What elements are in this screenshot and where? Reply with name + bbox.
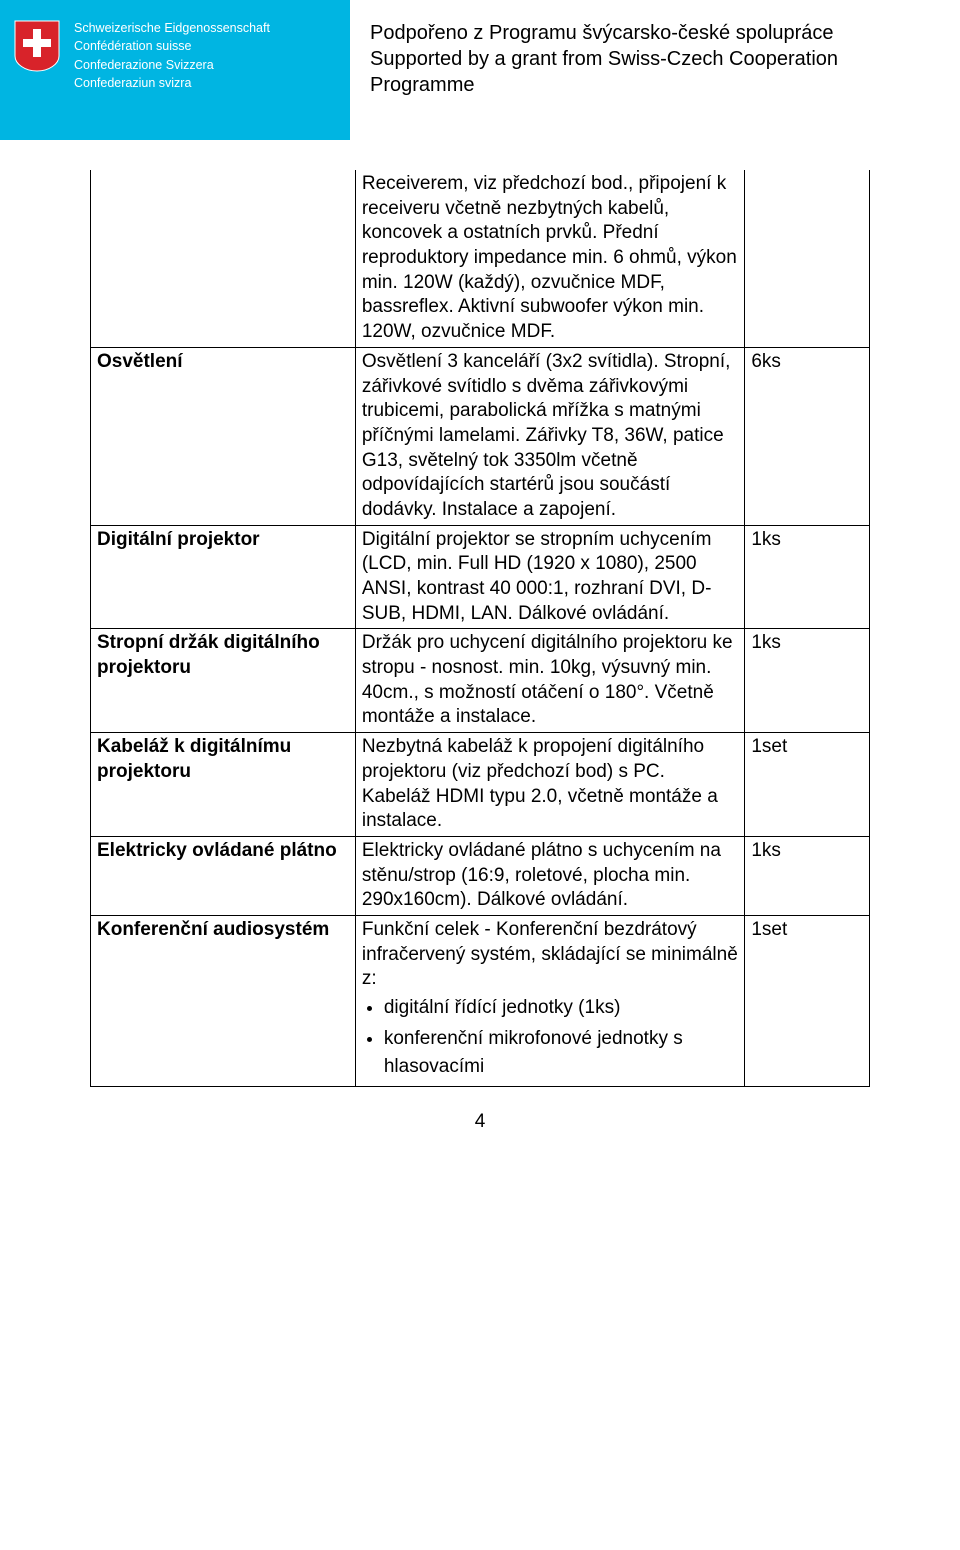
table-row: Receiverem, viz předchozí bod., připojen… xyxy=(91,170,870,347)
spec-bullet-list: digitální řídící jednotky (1ks)konferenč… xyxy=(384,994,739,1082)
spec-label: Stropní držák digitálního projektoru xyxy=(91,629,356,733)
spec-qty: 1set xyxy=(745,915,870,1086)
spec-qty: 1ks xyxy=(745,836,870,915)
banner-line: Confederazione Svizzera xyxy=(74,57,270,73)
spec-qty: 1ks xyxy=(745,525,870,629)
header-line-1: Podpořeno z Programu švýcarsko-české spo… xyxy=(370,22,834,44)
spec-label: Kabeláž k digitálnímu projektoru xyxy=(91,733,356,837)
spec-qty: 1ks xyxy=(745,629,870,733)
banner-line: Schweizerische Eidgenossenschaft xyxy=(74,20,270,36)
spec-description: Elektricky ovládané plátno s uchycením n… xyxy=(355,836,745,915)
header-support-text: Podpořeno z Programu švýcarsko-české spo… xyxy=(370,20,930,98)
spec-bullet: digitální řídící jednotky (1ks) xyxy=(384,994,739,1023)
table-row: OsvětleníOsvětlení 3 kanceláří (3x2 svít… xyxy=(91,347,870,525)
spec-bullet: konferenční mikrofonové jednotky s hlaso… xyxy=(384,1025,739,1082)
swiss-shield-icon xyxy=(14,20,60,72)
spec-description: Držák pro uchycení digitálního projektor… xyxy=(355,629,745,733)
table-row: Elektricky ovládané plátnoElektricky ovl… xyxy=(91,836,870,915)
spec-label xyxy=(91,170,356,347)
spec-description: Receiverem, viz předchozí bod., připojen… xyxy=(355,170,745,347)
banner-line: Confédération suisse xyxy=(74,38,270,54)
spec-desc-intro: Funkční celek - Konferenční bezdrátový i… xyxy=(362,918,739,992)
table-row: Konferenční audiosystémFunkční celek - K… xyxy=(91,915,870,1086)
spec-description: Digitální projektor se stropním uchycení… xyxy=(355,525,745,629)
page-number: 4 xyxy=(90,1111,870,1133)
header-line-2: Supported by a grant from Swiss-Czech Co… xyxy=(370,48,838,96)
page-header: Schweizerische Eidgenossenschaft Confédé… xyxy=(0,0,960,140)
spec-description: Nezbytná kabeláž k propojení digitálního… xyxy=(355,733,745,837)
spec-qty: 1set xyxy=(745,733,870,837)
spec-qty: 6ks xyxy=(745,347,870,525)
table-row: Digitální projektorDigitální projektor s… xyxy=(91,525,870,629)
spec-qty xyxy=(745,170,870,347)
table-row: Kabeláž k digitálnímu projektoruNezbytná… xyxy=(91,733,870,837)
banner-text: Schweizerische Eidgenossenschaft Confédé… xyxy=(74,20,270,91)
spec-description: Funkční celek - Konferenční bezdrátový i… xyxy=(355,915,745,1086)
table-row: Stropní držák digitálního projektoruDržá… xyxy=(91,629,870,733)
spec-label: Osvětlení xyxy=(91,347,356,525)
swiss-banner: Schweizerische Eidgenossenschaft Confédé… xyxy=(0,0,350,140)
spec-label: Elektricky ovládané plátno xyxy=(91,836,356,915)
spec-label: Konferenční audiosystém xyxy=(91,915,356,1086)
banner-line: Confederaziun svizra xyxy=(74,75,270,91)
spec-table: Receiverem, viz předchozí bod., připojen… xyxy=(90,170,870,1087)
content-area: Receiverem, viz předchozí bod., připojen… xyxy=(0,140,960,1153)
spec-label: Digitální projektor xyxy=(91,525,356,629)
spec-description: Osvětlení 3 kanceláří (3x2 svítidla). St… xyxy=(355,347,745,525)
